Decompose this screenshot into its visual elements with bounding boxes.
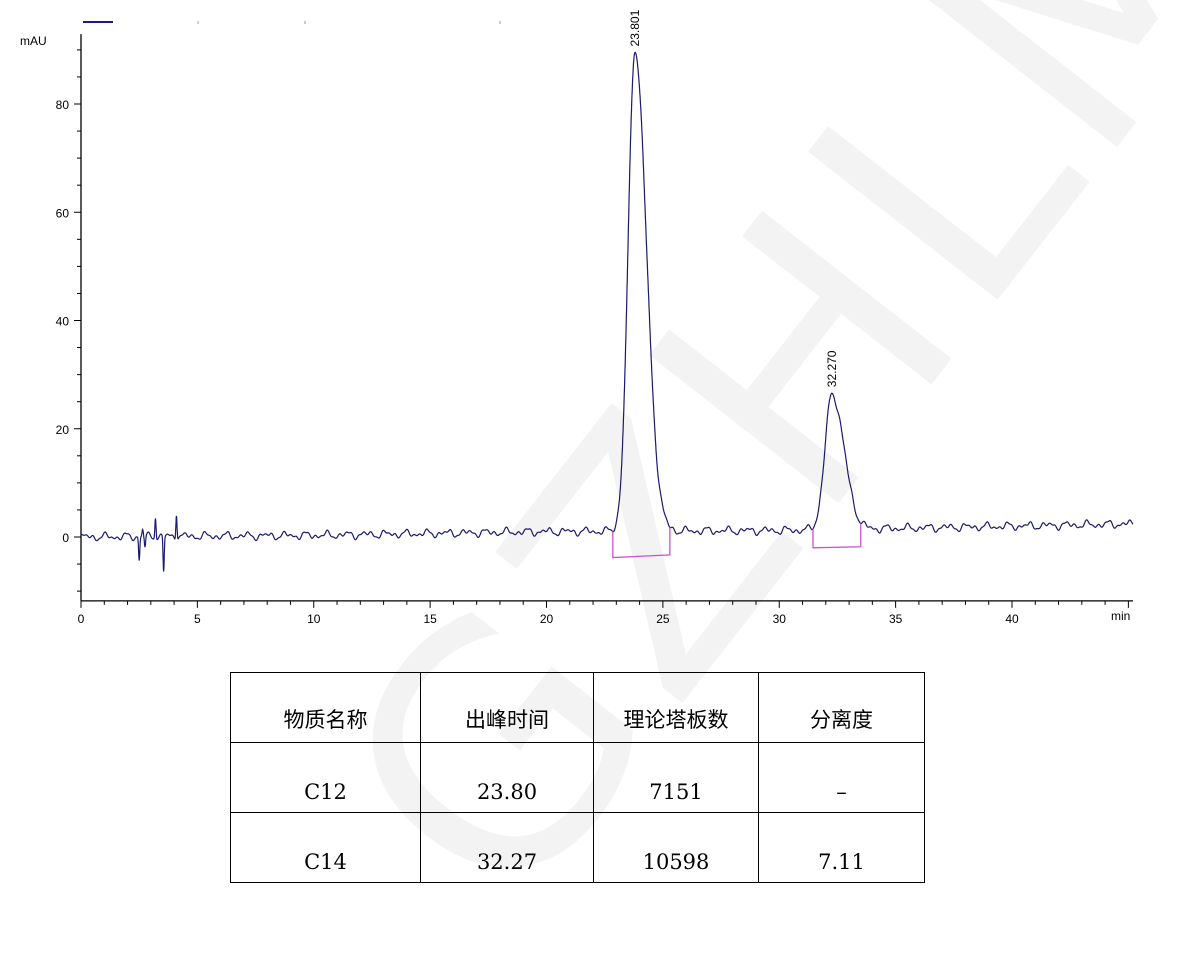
table-cell: 32.27 (420, 812, 594, 883)
x-tick-label: 35 (889, 612, 903, 626)
y-tick-label: 80 (56, 98, 70, 112)
header-cell: 物质名称 (230, 672, 421, 743)
x-tick-label: 40 (1005, 612, 1019, 626)
peak-label: 23.801 (628, 9, 642, 46)
header-cell: 分离度 (758, 672, 925, 743)
x-tick-label: 15 (423, 612, 437, 626)
table-row: C14 32.27 10598 7.11 (230, 812, 925, 883)
chromatogram-chart: mAU min 0 20 40 60 80 0 5 10 15 20 25 30 35 40 23.801 32.… (20, 9, 1134, 626)
table-cell: 10598 (593, 812, 759, 883)
integration-baseline (612, 527, 671, 559)
results-table: 物质名称 出峰时间 理论塔板数 分离度 C12 23.80 7151 – C14… (230, 672, 925, 883)
y-tick-label: 60 (56, 206, 70, 220)
table-row: C12 23.80 7151 – (230, 742, 925, 813)
header-cell: 理论塔板数 (593, 672, 759, 743)
peak-label: 32.270 (825, 350, 839, 387)
x-tick-label: 30 (773, 612, 787, 626)
x-axis-label: min (1111, 609, 1130, 623)
integration-baseline (812, 523, 862, 549)
table-cell: C12 (230, 742, 421, 813)
x-tick-label: 10 (307, 612, 321, 626)
y-axis-label: mAU (20, 34, 47, 48)
y-tick-label: 20 (56, 423, 70, 437)
x-tick-label: 25 (656, 612, 670, 626)
y-tick-label: 40 (56, 315, 70, 329)
table-cell: 23.80 (420, 742, 594, 813)
x-tick-label: 20 (540, 612, 554, 626)
header-cell: 出峰时间 (420, 672, 594, 743)
y-tick-label: 0 (62, 531, 69, 545)
signal-trace (80, 51, 1134, 572)
x-tick-label: 0 (78, 612, 85, 626)
table-cell: 7.11 (758, 812, 925, 883)
table-cell: 7151 (593, 742, 759, 813)
table-header-row: 物质名称 出峰时间 理论塔板数 分离度 (230, 672, 925, 743)
table-cell: C14 (230, 812, 421, 883)
x-tick-label: 5 (194, 612, 201, 626)
table-cell: – (758, 742, 925, 813)
